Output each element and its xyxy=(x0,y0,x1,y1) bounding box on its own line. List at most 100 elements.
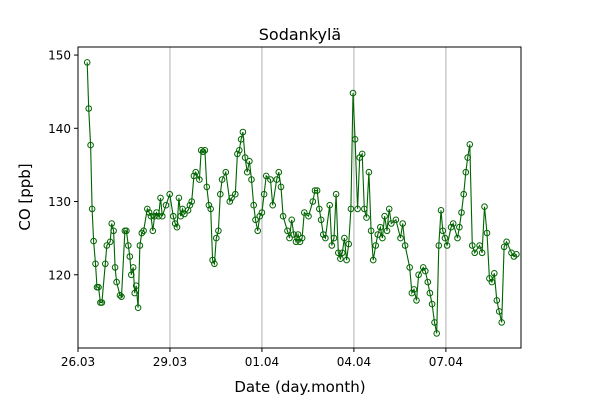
data-point xyxy=(488,278,496,286)
data-point xyxy=(354,205,361,213)
data-point xyxy=(322,234,329,242)
data-point xyxy=(476,242,483,249)
x-axis: 26.03 29.03 01.04 04.04 07.04 xyxy=(61,348,463,369)
data-point xyxy=(85,105,92,112)
data-point xyxy=(106,238,114,246)
data-point xyxy=(196,176,203,183)
data-point xyxy=(385,205,393,213)
data-point xyxy=(439,227,447,235)
x-tick-label: 04.04 xyxy=(337,355,371,369)
data-point xyxy=(503,238,510,246)
data-point xyxy=(113,278,120,286)
data-point xyxy=(513,251,520,258)
data-point xyxy=(471,249,479,257)
data-point xyxy=(397,234,404,242)
data-point xyxy=(192,168,199,176)
data-point xyxy=(372,242,380,249)
data-point xyxy=(275,168,283,176)
data-point xyxy=(241,154,249,161)
y-tick-label: 140 xyxy=(48,122,71,136)
data-point xyxy=(232,190,239,198)
data-point xyxy=(201,147,209,154)
data-point xyxy=(449,220,457,227)
data-point xyxy=(454,234,461,242)
data-point xyxy=(213,234,220,242)
data-point xyxy=(155,212,162,220)
data-point xyxy=(186,201,194,209)
data-point xyxy=(197,147,205,154)
data-point xyxy=(246,157,253,165)
data-point xyxy=(443,242,451,249)
data-point xyxy=(125,242,132,249)
data-point xyxy=(90,237,97,245)
data-point xyxy=(415,271,422,279)
data-point xyxy=(483,229,491,237)
data-point xyxy=(250,201,257,209)
data-point xyxy=(369,256,377,264)
data-point xyxy=(209,256,216,264)
data-point xyxy=(363,214,370,221)
y-tick-label: 150 xyxy=(48,49,71,63)
data-point xyxy=(87,141,94,149)
data-point xyxy=(207,205,214,213)
data-point xyxy=(123,227,130,235)
data-point xyxy=(226,198,234,205)
data-point xyxy=(341,234,348,242)
data-point xyxy=(260,190,268,198)
data-point xyxy=(298,234,306,242)
data-point xyxy=(381,212,388,220)
data-point xyxy=(190,172,198,180)
data-point xyxy=(110,227,117,235)
data-point xyxy=(205,201,213,209)
data-point xyxy=(456,223,463,231)
data-point xyxy=(377,223,384,231)
data-point xyxy=(424,278,432,286)
data-point xyxy=(462,168,470,176)
data-point xyxy=(301,209,308,216)
data-point xyxy=(159,212,166,220)
data-point xyxy=(108,220,115,227)
data-point xyxy=(290,231,298,238)
data-point xyxy=(286,234,293,242)
data-point xyxy=(217,190,224,198)
data-point xyxy=(237,136,245,143)
data-point xyxy=(469,242,476,249)
data-point xyxy=(332,190,340,198)
data-point xyxy=(358,150,366,158)
data-point xyxy=(294,231,302,238)
data-point xyxy=(351,136,359,143)
data-point xyxy=(199,148,207,155)
data-point xyxy=(296,238,304,246)
data-point xyxy=(277,183,285,191)
data-point xyxy=(92,260,99,268)
data-point xyxy=(171,220,179,227)
data-point xyxy=(433,330,441,337)
data-point xyxy=(316,205,323,213)
y-axis: 120 130 140 150 xyxy=(48,49,78,282)
data-point xyxy=(228,194,235,202)
data-point xyxy=(305,212,312,220)
data-point xyxy=(288,216,296,224)
data-point xyxy=(326,201,334,209)
data-point xyxy=(410,286,418,293)
data-point xyxy=(388,220,395,227)
data-point xyxy=(136,242,144,249)
x-axis-label: Date (day.month) xyxy=(234,378,365,396)
data-point xyxy=(383,227,391,235)
data-point xyxy=(173,223,181,231)
data-point xyxy=(151,212,158,220)
data-point xyxy=(460,190,468,198)
data-point xyxy=(330,234,338,242)
data-point xyxy=(153,209,160,216)
data-point xyxy=(252,216,259,224)
data-point xyxy=(95,283,102,291)
x-tick-label: 01.04 xyxy=(245,355,279,369)
data-point xyxy=(309,198,317,205)
data-point xyxy=(345,240,353,248)
data-point xyxy=(175,194,183,202)
data-point xyxy=(349,89,357,97)
data-point xyxy=(313,187,321,194)
data-point xyxy=(466,141,474,148)
data-point xyxy=(481,203,488,210)
data-point xyxy=(118,293,125,301)
